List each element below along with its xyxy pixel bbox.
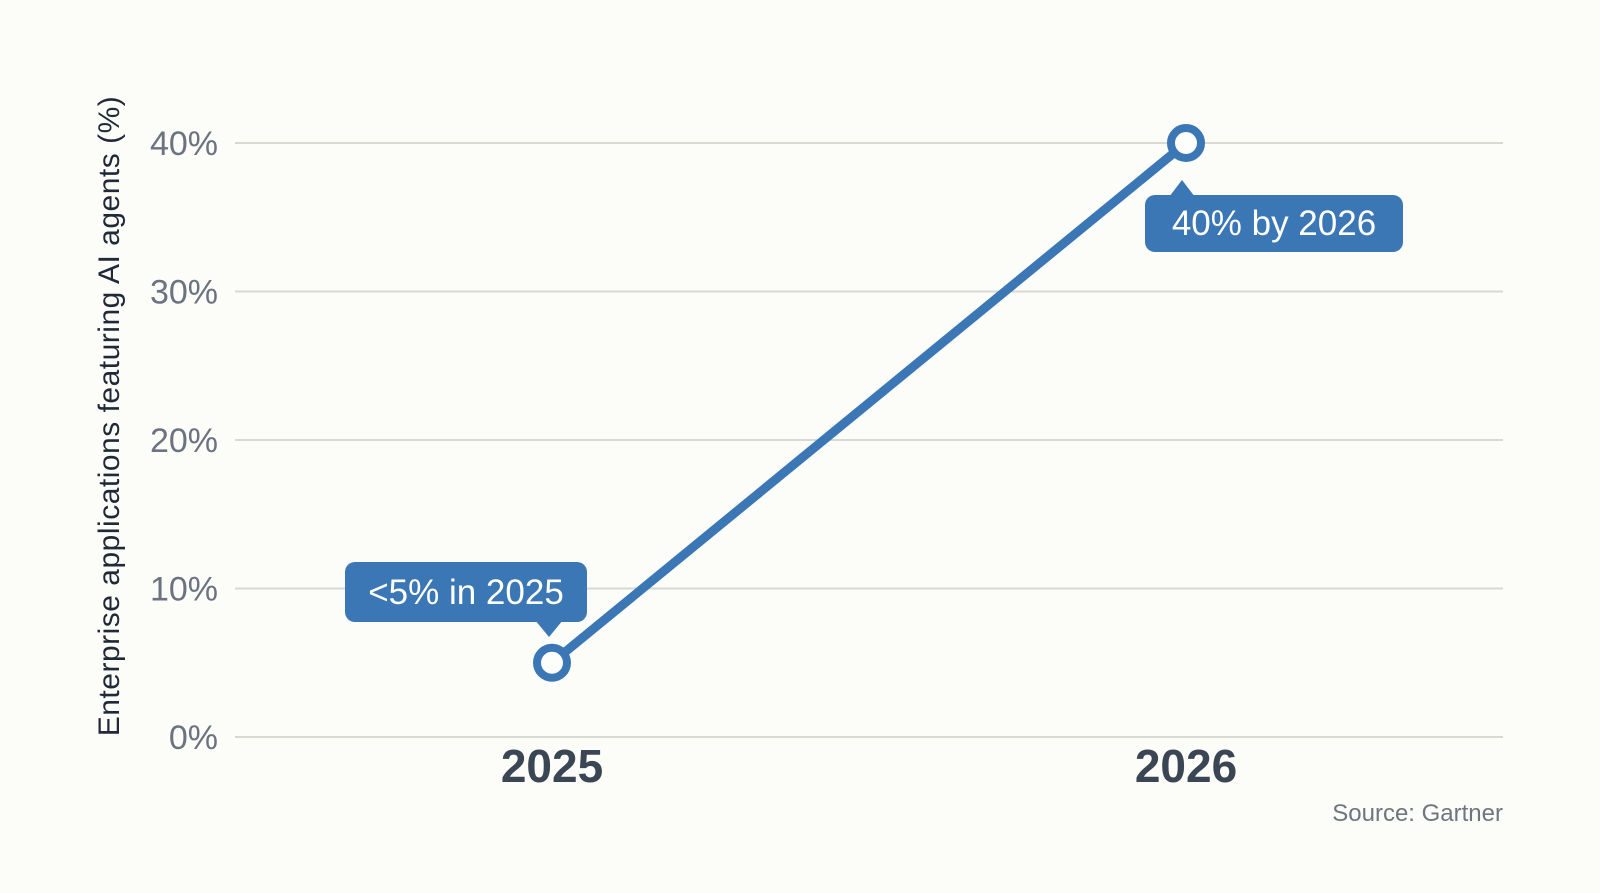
x-axis-label-2026: 2026: [1135, 740, 1237, 792]
callout-tail-up-icon: [1169, 180, 1195, 197]
x-axis-label-2025: 2025: [501, 740, 603, 792]
annotation-2026-callout: 40% by 2026: [1145, 180, 1403, 252]
callout-tail-down-icon: [535, 620, 563, 637]
y-tick-label-0%: 0%: [169, 719, 218, 757]
annotation-2025-callout: <5% in 2025: [345, 562, 587, 637]
data-point-2025: [533, 643, 571, 682]
annotation-2025-text: <5% in 2025: [368, 572, 564, 612]
source-attribution: Source: Gartner: [1332, 800, 1503, 827]
y-tick-label-40%: 40%: [150, 125, 218, 163]
y-tick-label-30%: 30%: [150, 274, 218, 312]
y-axis-title: Enterprise applications featuring AI age…: [93, 95, 126, 737]
annotation-2026-text: 40% by 2026: [1171, 204, 1377, 243]
data-line: [547, 138, 1191, 668]
y-tick-label-10%: 10%: [150, 571, 218, 609]
data-point-2026: [1167, 124, 1205, 162]
y-tick-label-20%: 20%: [150, 422, 218, 460]
